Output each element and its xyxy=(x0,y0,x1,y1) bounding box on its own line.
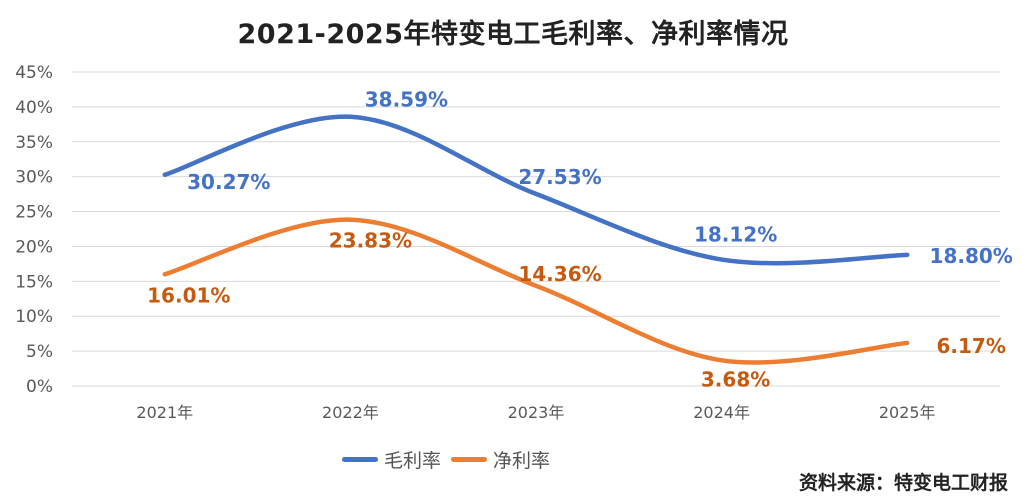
legend-swatch-gross-margin xyxy=(342,457,378,462)
legend-swatch-net-margin xyxy=(451,457,488,462)
net-margin-line xyxy=(162,217,910,365)
x-tick-label: 2022年 xyxy=(322,403,379,422)
legend-item-gross-margin: 毛利率 xyxy=(342,446,441,473)
legend: 毛利率 净利率 xyxy=(342,446,560,473)
gross-margin-line xyxy=(162,114,910,266)
data-label: 6.17% xyxy=(937,334,1006,358)
x-tick-label: 2021年 xyxy=(136,403,193,422)
y-tick-label: 45% xyxy=(15,63,53,83)
x-tick-label: 2025年 xyxy=(879,403,936,422)
chart-title: 2021-2025年特变电工毛利率、净利率情况 xyxy=(237,19,789,50)
y-tick-label: 35% xyxy=(15,133,53,153)
data-label: 18.80% xyxy=(930,244,1013,268)
y-tick-label: 40% xyxy=(15,98,53,118)
x-tick-label: 2023年 xyxy=(508,403,565,422)
y-tick-label: 30% xyxy=(15,168,53,188)
data-label: 23.83% xyxy=(329,229,412,253)
y-tick-label: 0% xyxy=(26,377,53,397)
data-label: 18.12% xyxy=(694,223,777,247)
data-label: 38.59% xyxy=(365,88,448,112)
data-label: 3.68% xyxy=(701,367,770,391)
legend-item-net-margin: 净利率 xyxy=(451,446,550,473)
data-label: 16.01% xyxy=(147,283,230,307)
legend-label-gross-margin: 毛利率 xyxy=(384,450,442,472)
y-tick-label: 15% xyxy=(15,272,53,292)
y-tick-label: 5% xyxy=(26,342,53,362)
source-note: 资料来源：特变电工财报 xyxy=(798,472,1008,494)
y-tick-label: 10% xyxy=(15,307,53,327)
y-tick-label: 20% xyxy=(15,237,53,257)
legend-label-net-margin: 净利率 xyxy=(493,450,551,472)
data-label: 30.27% xyxy=(187,170,270,194)
x-tick-label: 2024年 xyxy=(693,403,750,422)
data-label: 27.53% xyxy=(518,165,601,189)
y-tick-label: 25% xyxy=(15,203,53,223)
data-label: 14.36% xyxy=(518,262,601,286)
